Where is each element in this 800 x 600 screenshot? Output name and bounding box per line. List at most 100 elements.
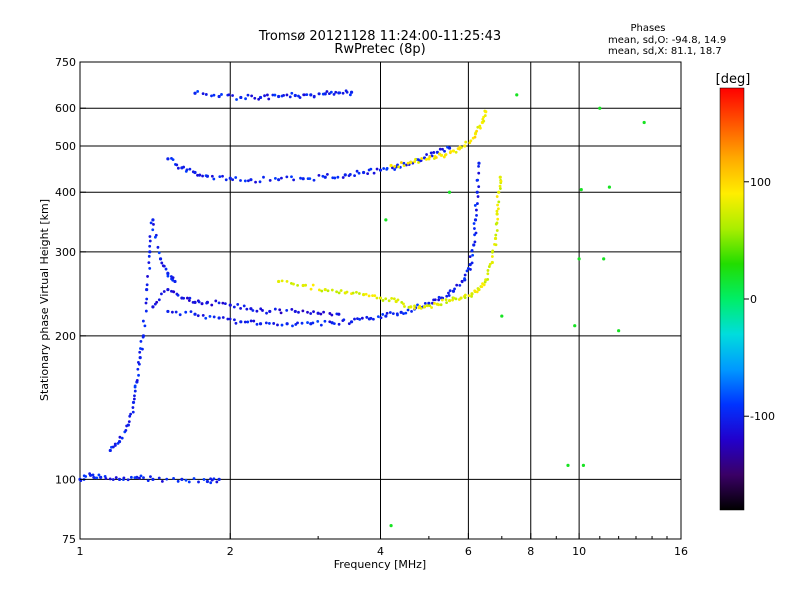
data-point	[385, 167, 389, 170]
data-point	[133, 389, 137, 393]
data-point	[477, 171, 481, 175]
data-point	[390, 166, 394, 170]
x-tick-label: 2	[227, 545, 234, 558]
data-point	[127, 420, 131, 424]
data-point	[182, 296, 186, 300]
x-tick-label: 6	[465, 545, 472, 558]
data-point	[158, 257, 163, 261]
data-point	[285, 279, 289, 283]
data-point	[414, 157, 417, 161]
data-point	[337, 291, 341, 295]
data-point	[419, 159, 423, 163]
data-point	[566, 463, 570, 467]
data-point	[459, 296, 463, 300]
data-point	[268, 178, 272, 182]
data-point	[477, 185, 481, 189]
data-point	[495, 195, 499, 198]
data-point	[366, 172, 370, 175]
data-point	[327, 92, 331, 96]
data-point	[129, 475, 133, 479]
data-point	[180, 477, 184, 482]
data-point	[170, 310, 174, 314]
data-point	[488, 262, 492, 266]
data-point	[409, 160, 413, 164]
data-point	[317, 92, 321, 96]
x-tick-label: 8	[527, 545, 534, 558]
data-point	[308, 177, 312, 181]
data-point	[285, 175, 289, 179]
data-point	[129, 412, 133, 416]
data-point	[268, 309, 272, 314]
data-point	[160, 261, 164, 265]
data-point	[403, 305, 406, 308]
data-point	[220, 93, 223, 96]
data-point	[495, 229, 499, 232]
data-point	[244, 97, 247, 101]
data-point	[164, 267, 168, 271]
data-point	[147, 261, 151, 265]
data-point	[447, 146, 452, 150]
data-point	[139, 339, 143, 343]
data-point	[148, 244, 152, 248]
data-point	[362, 170, 366, 175]
data-point	[451, 149, 456, 153]
data-point	[378, 168, 383, 172]
y-tick-label: 400	[55, 186, 76, 199]
data-point	[447, 190, 452, 194]
data-point	[184, 310, 188, 314]
data-point	[418, 304, 422, 308]
data-point	[198, 173, 202, 177]
data-point	[424, 158, 428, 161]
data-point	[197, 300, 201, 304]
data-point	[184, 478, 188, 482]
data-point	[476, 195, 480, 198]
data-point	[473, 135, 477, 139]
data-point	[494, 233, 498, 237]
data-point	[104, 477, 108, 480]
data-point	[309, 93, 313, 97]
data-point	[133, 394, 136, 398]
data-point	[332, 322, 336, 326]
data-point	[188, 167, 192, 171]
data-point	[166, 274, 170, 278]
data-point	[226, 317, 230, 321]
data-point	[224, 178, 228, 182]
data-point	[210, 174, 214, 178]
data-point	[384, 297, 388, 301]
data-point	[228, 317, 232, 321]
data-point	[444, 298, 448, 302]
data-point	[166, 309, 170, 314]
data-point	[143, 324, 147, 328]
data-point	[323, 92, 327, 96]
data-point	[187, 480, 191, 484]
data-point	[215, 480, 219, 484]
data-point	[196, 90, 200, 93]
data-point	[454, 297, 458, 301]
data-point	[482, 115, 485, 119]
data-point	[187, 299, 191, 302]
data-point	[239, 306, 242, 310]
data-point	[464, 140, 468, 144]
data-point	[444, 153, 448, 156]
data-point	[234, 176, 238, 179]
data-point	[417, 161, 420, 164]
x-tick-label: 4	[377, 545, 384, 558]
data-point	[598, 106, 602, 110]
data-point	[178, 313, 182, 317]
data-point	[249, 307, 253, 311]
data-point	[373, 294, 377, 298]
data-point	[381, 299, 385, 302]
data-point	[151, 305, 155, 309]
data-point	[497, 200, 501, 204]
data-point	[135, 379, 139, 382]
data-point	[402, 302, 405, 306]
data-point	[432, 151, 436, 154]
data-point	[301, 177, 305, 181]
data-point	[93, 476, 96, 480]
data-point	[437, 303, 441, 307]
data-point	[341, 176, 345, 179]
data-point	[265, 311, 268, 315]
data-point	[192, 477, 196, 480]
chart-title: Tromsø 20121128 11:24:00-11:25:43	[258, 29, 501, 44]
data-point	[171, 276, 175, 280]
